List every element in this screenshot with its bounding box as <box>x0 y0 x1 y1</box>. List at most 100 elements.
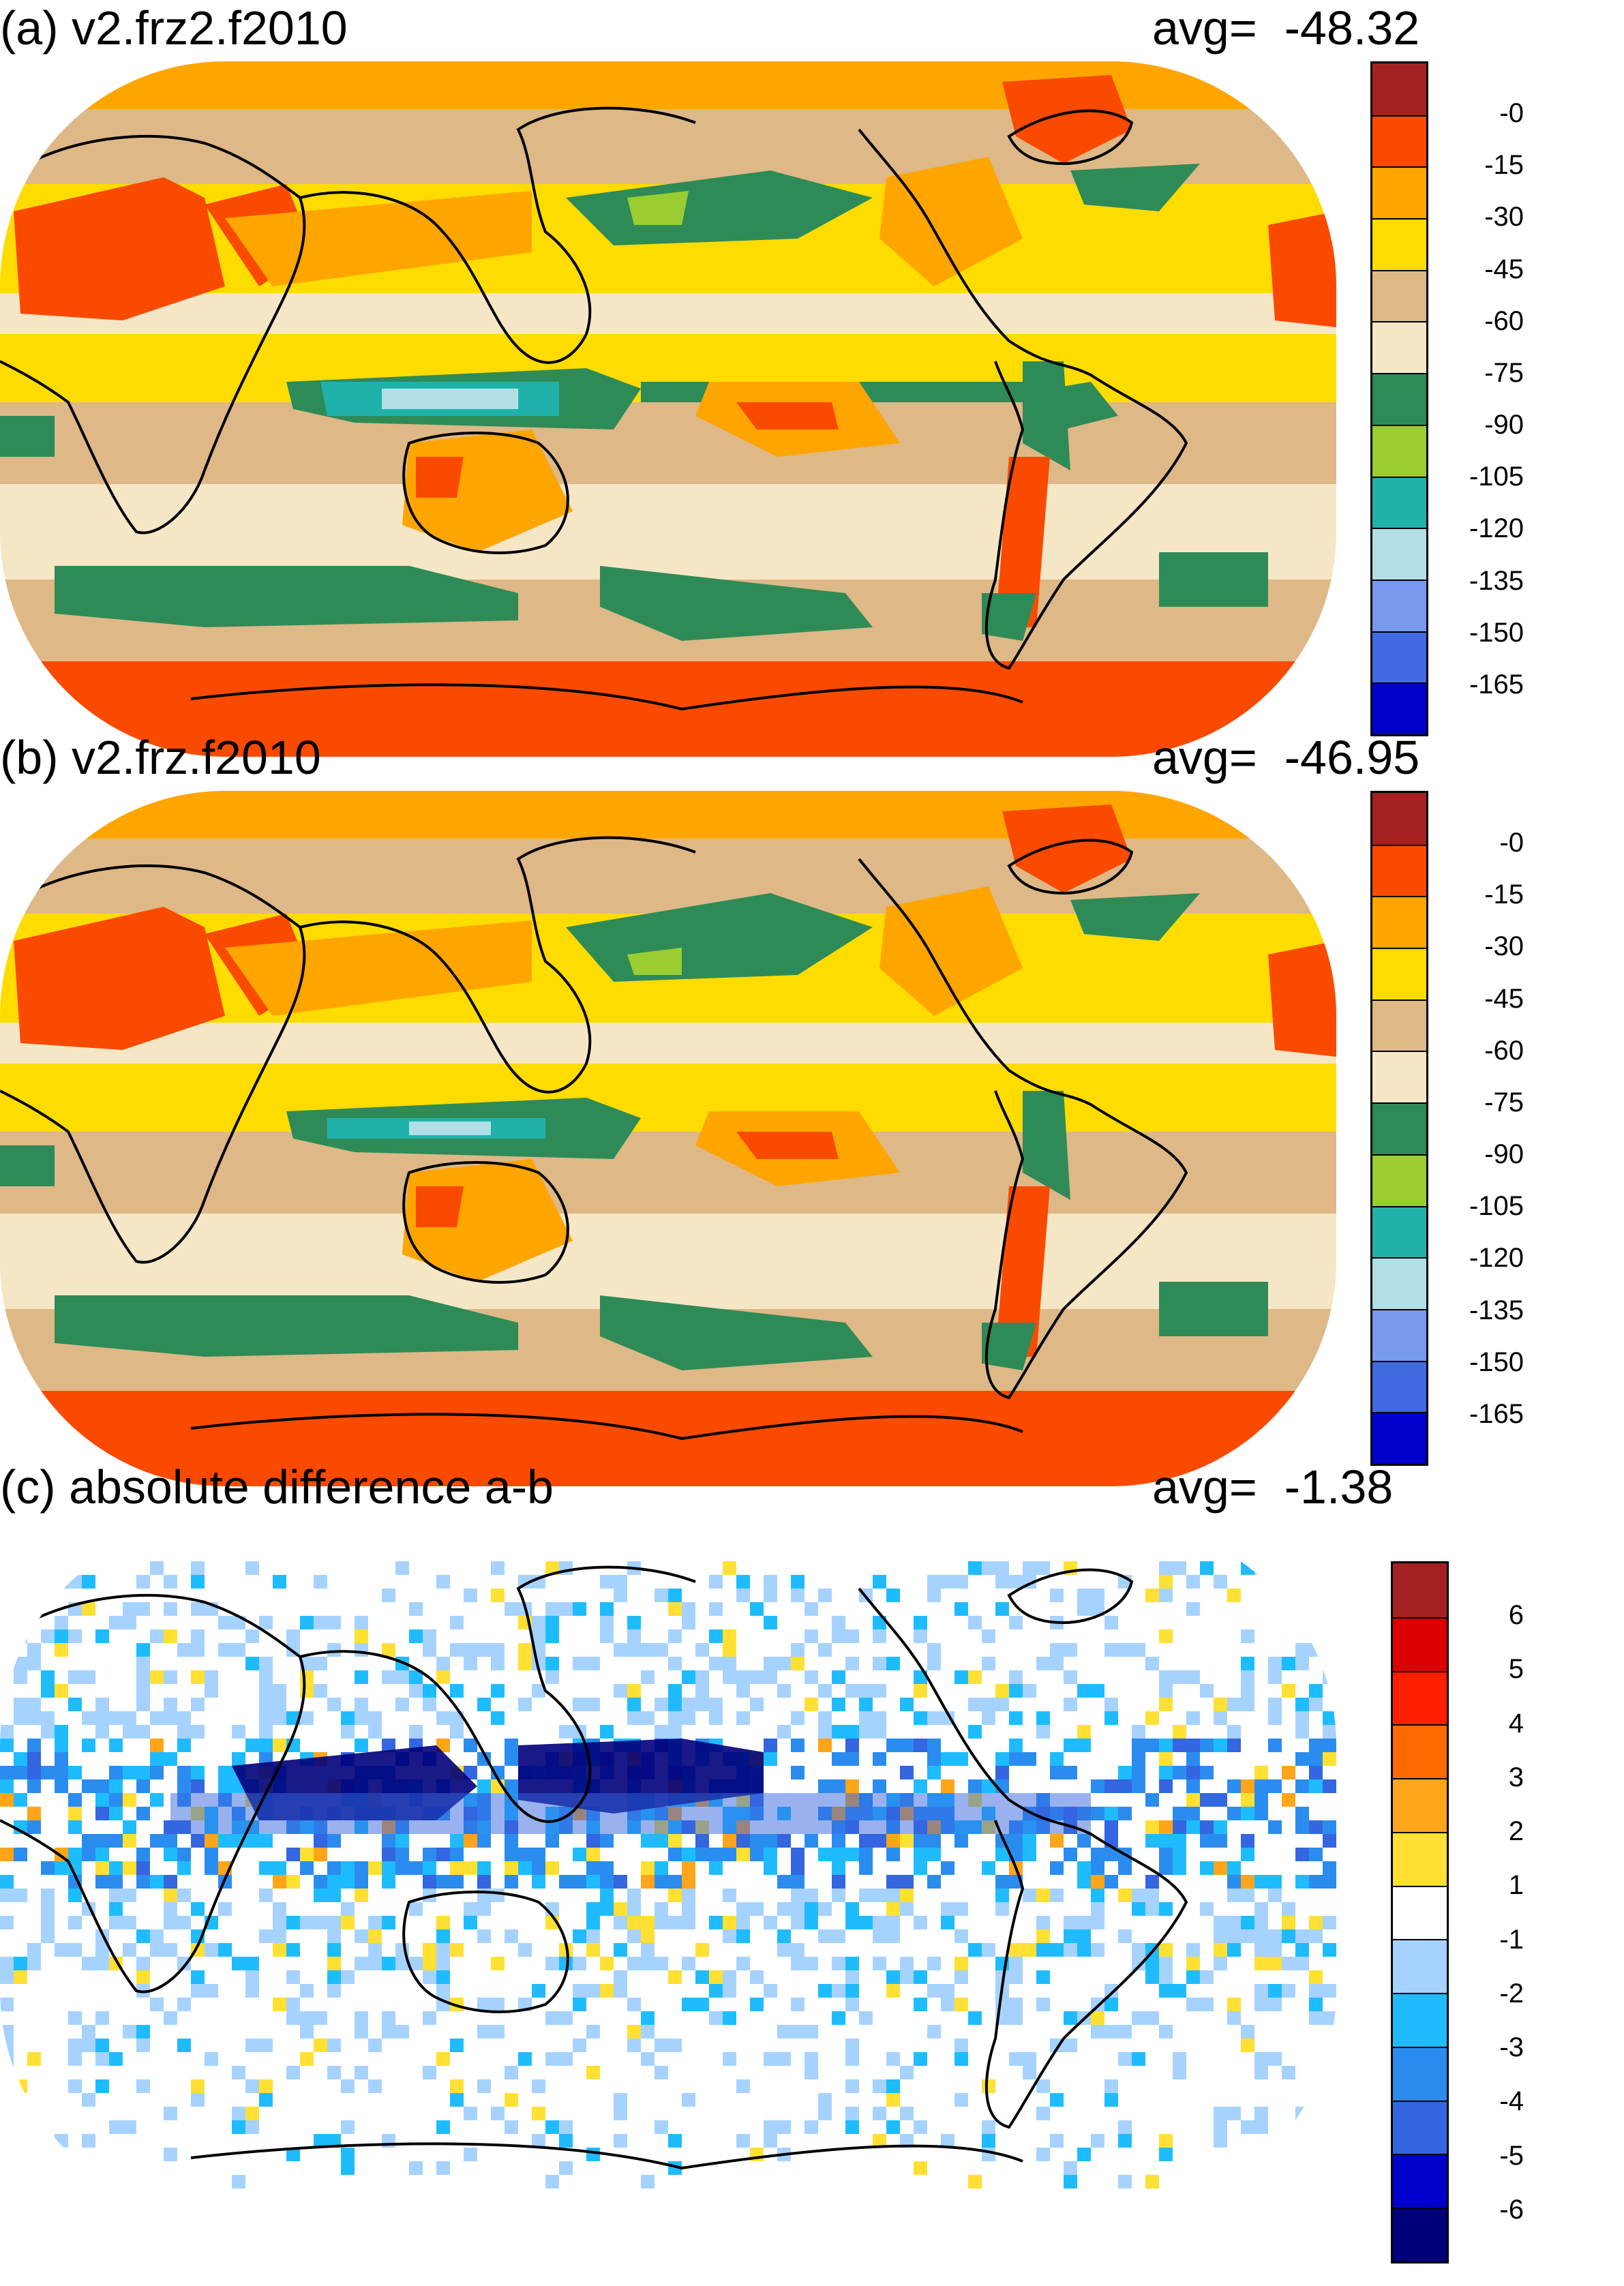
difference-cell <box>791 1998 805 2011</box>
difference-cell <box>1009 1998 1023 2011</box>
difference-cell <box>55 1943 68 1957</box>
difference-cell <box>477 2025 491 2039</box>
difference-cell <box>505 1779 518 1793</box>
difference-cell <box>1023 1834 1036 1848</box>
difference-cell <box>55 1725 68 1739</box>
difference-cell <box>259 1725 273 1739</box>
difference-cell <box>1295 1643 1309 1657</box>
difference-cell <box>259 1834 273 1848</box>
difference-cell <box>409 1902 423 1916</box>
difference-cell <box>245 1629 259 1643</box>
difference-cell <box>627 1629 641 1643</box>
difference-cell <box>368 2039 382 2052</box>
difference-cell <box>614 2107 627 2120</box>
difference-cell <box>245 1834 259 1848</box>
difference-cell <box>136 1957 150 1970</box>
difference-cell <box>1050 2093 1064 2107</box>
difference-cell <box>641 1834 655 1848</box>
difference-cell <box>95 1807 109 1820</box>
difference-cell <box>1214 1820 1227 1834</box>
difference-cell <box>68 1889 82 1902</box>
difference-cell <box>859 1916 873 1929</box>
difference-cell <box>1132 1725 1145 1739</box>
difference-cell <box>205 1684 218 1698</box>
difference-cell <box>668 1875 682 1889</box>
difference-cell <box>82 1575 95 1589</box>
difference-cell <box>573 1698 586 1711</box>
difference-cell <box>150 1629 164 1643</box>
difference-cell <box>1282 1684 1295 1698</box>
difference-cell <box>1132 1889 1145 1902</box>
difference-cell <box>1186 1575 1200 1589</box>
difference-cell <box>1009 1957 1023 1970</box>
difference-cell <box>1295 1725 1309 1739</box>
difference-cell <box>164 2011 177 2025</box>
difference-cell <box>1118 2052 1132 2066</box>
difference-cell <box>136 1643 150 1657</box>
difference-cell <box>1323 2161 1336 2175</box>
difference-cell <box>586 1929 600 1943</box>
difference-cell <box>818 1739 832 1752</box>
difference-cell <box>805 2066 818 2079</box>
difference-cell <box>1118 1861 1132 1875</box>
difference-cell <box>1186 1711 1200 1725</box>
difference-cell <box>845 1779 859 1793</box>
difference-cell <box>682 1998 695 2011</box>
difference-cell <box>1104 2093 1118 2107</box>
difference-cell <box>641 1861 655 1875</box>
difference-cell <box>968 2011 982 2025</box>
colorbar-tick-label: -5 <box>1499 2140 1524 2171</box>
difference-cell <box>218 1779 232 1793</box>
difference-cell <box>368 1725 382 1739</box>
panel-c-title: (c) absolute difference a-b <box>0 1460 554 1514</box>
difference-cell <box>1036 1561 1050 1575</box>
difference-cell <box>164 1602 177 1616</box>
difference-cell <box>1295 2107 1309 2120</box>
difference-cell <box>218 1943 232 1957</box>
difference-cell <box>300 1670 314 1684</box>
difference-cell <box>709 1848 723 1861</box>
difference-cell <box>14 1657 27 1670</box>
difference-cell <box>1036 1725 1050 1739</box>
difference-cell <box>750 1670 764 1684</box>
difference-cell <box>300 1848 314 1861</box>
difference-cell <box>300 1916 314 1929</box>
difference-cell <box>164 1575 177 1589</box>
difference-cell <box>1077 2148 1091 2161</box>
difference-cell <box>1036 2148 1050 2161</box>
difference-cell <box>27 1657 41 1670</box>
difference-cell <box>859 1711 873 1725</box>
difference-cell <box>1036 1943 1050 1957</box>
difference-cell <box>559 2120 573 2134</box>
difference-cell <box>82 2025 95 2039</box>
difference-cell <box>777 1657 791 1670</box>
difference-cell <box>491 2107 505 2120</box>
difference-cell <box>314 2134 327 2148</box>
difference-cell <box>109 1861 123 1875</box>
panel-c-colorbar-labels: 6 5 4 3 2 1 -1 -2 -3 -4 -5 -6 <box>1456 1561 1524 2264</box>
difference-cell <box>355 1643 368 1657</box>
difference-cell <box>436 1848 450 1861</box>
difference-cell <box>273 1929 286 1943</box>
difference-cell <box>1064 2011 1077 2025</box>
difference-cell <box>327 1861 341 1875</box>
difference-cell <box>245 1970 259 1984</box>
difference-cell <box>1254 1779 1268 1793</box>
difference-cell <box>655 1725 668 1739</box>
difference-cell <box>1145 1875 1159 1889</box>
colorbar-tick-label: -165 <box>1469 669 1524 700</box>
difference-cell <box>1009 2011 1023 2025</box>
difference-cell <box>55 1629 68 1643</box>
difference-cell <box>968 1725 982 1739</box>
colorbar-swatch <box>1393 1993 1447 2047</box>
difference-cell <box>1186 1970 1200 1984</box>
difference-cell <box>1064 1929 1077 1943</box>
difference-cell <box>505 2093 518 2107</box>
difference-cell <box>709 1575 723 1589</box>
difference-cell <box>545 1657 559 1670</box>
colorbar-swatch <box>1393 1670 1447 1725</box>
colorbar-tick-label: -4 <box>1499 2086 1524 2117</box>
difference-cell <box>695 1834 709 1848</box>
difference-cell <box>41 1629 55 1643</box>
difference-cell <box>286 2066 300 2079</box>
